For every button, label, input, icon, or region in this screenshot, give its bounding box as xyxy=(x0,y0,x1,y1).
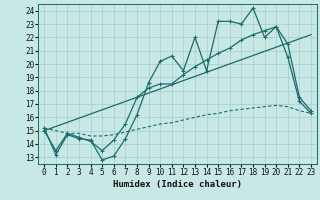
X-axis label: Humidex (Indice chaleur): Humidex (Indice chaleur) xyxy=(113,180,242,189)
